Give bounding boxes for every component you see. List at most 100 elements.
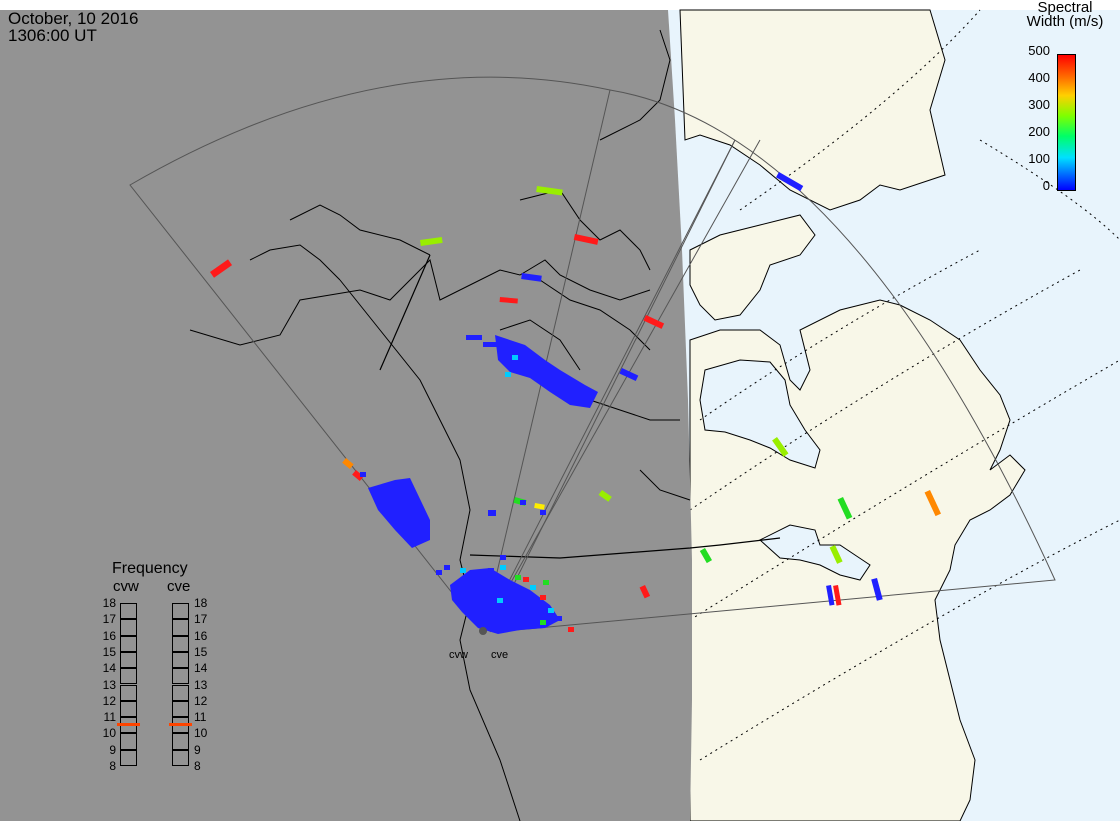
frequency-tick: 16 bbox=[194, 628, 208, 643]
echo-cell bbox=[360, 472, 366, 477]
echo-cell bbox=[534, 502, 545, 510]
echo-cell bbox=[540, 620, 546, 625]
echo-cell bbox=[507, 585, 513, 590]
frequency-tick: 15 bbox=[194, 644, 208, 659]
echo-cell bbox=[500, 565, 506, 570]
frequency-tick: 17 bbox=[102, 612, 116, 627]
frequency-cell bbox=[120, 668, 137, 685]
echo-cell bbox=[643, 315, 665, 329]
echo-cell bbox=[829, 545, 843, 564]
echo-cell bbox=[776, 172, 804, 192]
frequency-cell bbox=[172, 603, 189, 620]
map-date: October, 10 2016 bbox=[8, 9, 139, 28]
echo-cell bbox=[525, 612, 531, 617]
frequency-tick: 11 bbox=[194, 710, 207, 725]
frequency-tick: 12 bbox=[194, 693, 208, 708]
echo-cell bbox=[530, 585, 536, 590]
echo-cell bbox=[556, 616, 562, 621]
colorbar-tick: 200 bbox=[1028, 124, 1050, 139]
day-lake-hudson bbox=[699, 359, 821, 469]
echo-cell bbox=[515, 575, 521, 580]
frequency-tick: 10 bbox=[194, 726, 208, 741]
echo-cell bbox=[420, 236, 443, 246]
frequency-tick: 9 bbox=[109, 742, 116, 757]
frequency-cell bbox=[120, 635, 137, 652]
radar-site-marker bbox=[479, 627, 487, 635]
colorbar-title-1: Spectral bbox=[1037, 0, 1093, 16]
frequency-cell bbox=[172, 668, 189, 685]
colorbar-tick: 300 bbox=[1028, 97, 1050, 112]
borders bbox=[379, 254, 781, 559]
echo-cell bbox=[505, 372, 511, 377]
frequency-tick: 14 bbox=[102, 661, 116, 676]
frequency-cell bbox=[120, 733, 137, 750]
echo-cell bbox=[619, 368, 639, 382]
echo-cell bbox=[924, 490, 941, 517]
echo-cell bbox=[573, 234, 599, 245]
echo-cell bbox=[483, 342, 497, 347]
echo-cell bbox=[460, 568, 466, 573]
frequency-tick: 16 bbox=[102, 628, 116, 643]
frequency-cell bbox=[172, 684, 189, 701]
echo-layer bbox=[209, 172, 941, 634]
frequency-label-cve: cve bbox=[167, 578, 191, 595]
echo-cell bbox=[826, 585, 835, 606]
radar-label-cvw: cvw bbox=[449, 649, 468, 661]
echo-cell bbox=[488, 510, 496, 516]
frequency-tick: 10 bbox=[102, 726, 116, 741]
echo-cell bbox=[444, 565, 450, 570]
frequency-cell bbox=[120, 603, 137, 620]
echo-cell bbox=[871, 577, 883, 601]
frequency-cell bbox=[120, 684, 137, 701]
echo-cell bbox=[480, 575, 486, 580]
day-land-baffin bbox=[689, 214, 816, 321]
echo-cell bbox=[342, 458, 354, 470]
echo-cell bbox=[520, 500, 526, 505]
echo-cell bbox=[436, 570, 442, 575]
frequency-cell bbox=[120, 651, 137, 669]
frequency-cell bbox=[172, 635, 189, 652]
colorbar-tick: 0 bbox=[1042, 178, 1050, 193]
echo-cell bbox=[497, 598, 503, 603]
frequency-tick: 15 bbox=[102, 644, 116, 659]
frequency-tick: 9 bbox=[194, 742, 201, 757]
echo-region bbox=[450, 568, 560, 634]
grid-dotted bbox=[689, 9, 1120, 761]
echo-cell bbox=[499, 297, 518, 304]
frequency-cell bbox=[172, 749, 189, 766]
echo-cell bbox=[598, 490, 612, 502]
echo-region bbox=[495, 335, 598, 408]
echo-cell bbox=[466, 335, 482, 340]
echo-cell bbox=[837, 496, 853, 520]
echo-cell bbox=[512, 355, 518, 360]
echo-cell bbox=[523, 577, 529, 582]
frequency-tick: 13 bbox=[194, 677, 208, 692]
echo-cell bbox=[772, 437, 789, 457]
frequency-cell bbox=[120, 700, 137, 718]
echo-cell bbox=[639, 585, 651, 599]
echo-cell bbox=[536, 185, 563, 196]
frequency-tick: 11 bbox=[103, 710, 116, 725]
frequency-label-cvw: cvw bbox=[113, 578, 139, 595]
colorbar-title-2: Width (m/s) bbox=[1026, 13, 1104, 30]
frequency-marker-cve bbox=[169, 722, 192, 726]
frequency-tick: 8 bbox=[109, 759, 116, 773]
echo-cell bbox=[548, 608, 554, 613]
frequency-cell bbox=[172, 700, 189, 718]
frequency-tick: 13 bbox=[102, 677, 116, 692]
fov-outlines bbox=[129, 76, 1056, 634]
frequency-tick: 18 bbox=[194, 596, 208, 610]
colorbar-tick: 400 bbox=[1028, 70, 1050, 85]
echo-cell bbox=[488, 568, 494, 573]
echo-cell bbox=[209, 259, 233, 278]
frequency-tick: 18 bbox=[102, 596, 116, 610]
colorbar-tick: 100 bbox=[1028, 151, 1050, 166]
day-land-north bbox=[679, 9, 946, 211]
echo-cell bbox=[352, 470, 364, 482]
frequency-title: Frequency bbox=[112, 560, 188, 577]
frequency-cell bbox=[172, 619, 189, 636]
frequency-cell bbox=[120, 749, 137, 766]
echo-cell bbox=[568, 627, 574, 632]
echo-cell bbox=[500, 555, 506, 560]
